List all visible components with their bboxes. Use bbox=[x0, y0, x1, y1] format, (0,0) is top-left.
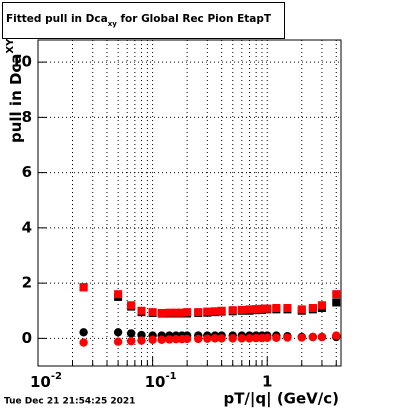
square-marker bbox=[79, 283, 88, 292]
circle-marker bbox=[79, 328, 88, 337]
y-label-sub: XY bbox=[5, 38, 16, 54]
circle-marker bbox=[203, 334, 212, 343]
circle-marker bbox=[126, 329, 136, 338]
square-marker bbox=[317, 301, 326, 310]
x-axis-label: pT/|q| (GeV/c) bbox=[223, 390, 339, 409]
x-tick-base: 10 bbox=[145, 373, 166, 391]
y-tick-label: 0 bbox=[22, 329, 32, 347]
circle-marker bbox=[332, 331, 341, 340]
circle-marker bbox=[137, 336, 146, 345]
square-marker bbox=[252, 305, 261, 314]
square-marker bbox=[258, 304, 267, 313]
square-marker bbox=[272, 303, 281, 312]
circle-marker bbox=[79, 338, 88, 347]
chart-title: Fitted pull in Dcaxy for Global Rec Pion… bbox=[6, 13, 272, 28]
y-tick-label: 8 bbox=[22, 108, 32, 126]
y-axis-label: pull in DcaXY bbox=[5, 38, 25, 143]
circle-marker bbox=[182, 334, 192, 344]
square-marker bbox=[297, 305, 306, 314]
circle-marker bbox=[171, 335, 181, 344]
y-tick-label: 4 bbox=[22, 218, 32, 236]
square-marker bbox=[332, 298, 341, 307]
circle-marker bbox=[157, 335, 166, 344]
square-marker bbox=[228, 306, 237, 315]
square-marker bbox=[263, 304, 272, 313]
square-marker bbox=[283, 303, 292, 312]
circle-marker bbox=[308, 332, 318, 342]
title-box bbox=[2, 2, 285, 39]
circle-marker bbox=[272, 333, 281, 343]
square-marker bbox=[114, 290, 123, 299]
square-marker bbox=[137, 306, 146, 315]
y-label-main: pull in Dca bbox=[7, 54, 25, 143]
circle-marker bbox=[165, 335, 174, 344]
circle-marker bbox=[228, 334, 237, 343]
timestamp: Tue Dec 21 21:54:25 2021 bbox=[4, 397, 135, 407]
square-marker bbox=[217, 306, 226, 315]
square-marker bbox=[194, 308, 203, 317]
circle-marker bbox=[263, 333, 272, 343]
circle-marker bbox=[217, 334, 226, 343]
circle-marker bbox=[283, 333, 292, 342]
title-main: Fitted pull in Dca bbox=[6, 13, 108, 25]
square-marker bbox=[245, 305, 254, 314]
x-tick-base: 10 bbox=[30, 373, 51, 391]
square-marker bbox=[148, 308, 157, 317]
x-tick-label: 10-2 bbox=[30, 371, 62, 391]
y-tick-label: 10 bbox=[11, 53, 32, 71]
square-marker bbox=[165, 308, 174, 317]
circle-marker bbox=[113, 337, 123, 346]
square-marker bbox=[127, 301, 136, 310]
square-marker bbox=[183, 308, 192, 317]
square-marker bbox=[237, 305, 246, 314]
square-marker bbox=[308, 303, 317, 312]
plot-frame bbox=[37, 39, 342, 367]
title-sub: xy bbox=[108, 20, 118, 28]
y-tick-label: 6 bbox=[22, 163, 32, 181]
circle-marker bbox=[297, 333, 306, 342]
square-marker bbox=[203, 307, 212, 316]
circle-marker bbox=[237, 334, 247, 343]
x-tick-power: -2 bbox=[51, 371, 62, 382]
y-tick-label: 2 bbox=[22, 274, 32, 292]
square-marker bbox=[157, 308, 166, 317]
circle-marker bbox=[126, 336, 136, 346]
square-marker bbox=[332, 290, 341, 299]
circle-marker bbox=[251, 333, 261, 343]
title-rest: for Global Rec Pion EtapT bbox=[117, 13, 272, 25]
circle-marker bbox=[194, 334, 203, 344]
circle-marker bbox=[210, 334, 220, 343]
x-tick-power: -1 bbox=[165, 371, 176, 382]
circle-marker bbox=[148, 335, 157, 344]
x-tick-label: 10-1 bbox=[145, 371, 177, 391]
square-marker bbox=[210, 307, 219, 316]
square-marker bbox=[172, 308, 181, 317]
square-marker bbox=[177, 308, 186, 317]
circle-marker bbox=[113, 328, 123, 337]
circle-marker bbox=[317, 332, 327, 342]
circle-marker bbox=[245, 334, 254, 343]
x-tick-label: 1 bbox=[262, 373, 272, 391]
